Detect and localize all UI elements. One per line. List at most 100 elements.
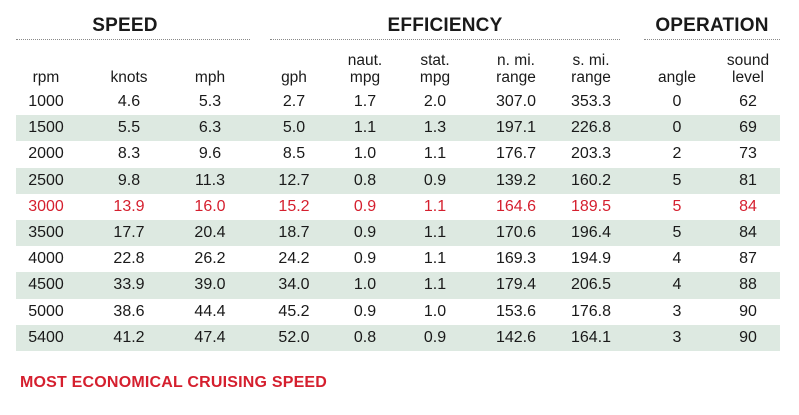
table-row-highlighted: 3000 13.9 16.0 15.2 0.9 1.1 164.6 189.5 5 84 [16,194,780,220]
cell-n-mi-range: 176.7 [495,145,537,163]
cell-stat-mpg: 0.9 [423,328,447,346]
cell-gph: 34.0 [278,276,310,294]
cell-knots: 8.3 [117,145,141,163]
cell-naut-mpg: 0.9 [353,250,377,268]
cell-knots: 13.9 [113,197,145,215]
table-row: 3500 17.7 20.4 18.7 0.9 1.1 170.6 196.4 5 84 [16,219,780,247]
cell-rpm: 5000 [28,302,64,320]
cell-gph: 45.2 [278,302,310,320]
cell-knots: 9.8 [117,171,141,189]
cell-knots: 22.8 [113,250,145,268]
column-header-line: knots [110,69,148,86]
cell-knots: 5.5 [117,119,141,137]
cell-angle: 5 [672,197,682,215]
column-header-line: gph [281,69,307,86]
cell-rpm: 2500 [28,171,64,189]
cell-naut-mpg: 1.0 [353,145,377,163]
footnote-economical-speed: MOST ECONOMICAL CRUISING SPEED [20,374,328,391]
cell-sound-level: 69 [739,119,757,137]
cell-sound-level: 73 [739,145,757,163]
cell-stat-mpg: 1.1 [423,276,447,294]
cell-s-mi-range: 189.5 [570,197,612,215]
cell-naut-mpg: 0.9 [353,197,377,215]
cell-gph: 5.0 [282,119,306,137]
cell-sound-level: 88 [739,276,757,294]
cell-rpm: 1000 [28,93,64,110]
cell-rpm: 4500 [28,276,64,294]
cell-stat-mpg: 2.0 [423,93,447,110]
cell-angle: 5 [672,171,682,189]
cell-s-mi-range: 176.8 [570,302,612,320]
column-header-naut-mpg: naut. mpg [336,46,394,86]
cell-knots: 38.6 [113,302,145,320]
column-header-knots: knots [96,46,162,86]
cell-naut-mpg: 0.8 [353,171,377,189]
cell-knots: 17.7 [113,223,145,241]
column-header-rpm: rpm [16,46,76,86]
cell-s-mi-range: 160.2 [570,171,612,189]
column-header-line: range [571,69,611,86]
cell-mph: 16.0 [194,197,226,215]
cell-s-mi-range: 196.4 [570,223,612,241]
cell-naut-mpg: 0.8 [353,328,377,346]
cell-n-mi-range: 139.2 [495,171,537,189]
cell-angle: 0 [672,119,682,137]
cell-stat-mpg: 1.0 [423,302,447,320]
table-row: 2000 8.3 9.6 8.5 1.0 1.1 176.7 203.3 2 73 [16,141,780,167]
cell-sound-level: 81 [739,171,757,189]
column-header-gph: gph [262,46,326,86]
cell-naut-mpg: 1.7 [353,93,377,110]
table-row: 1000 4.6 5.3 2.7 1.7 2.0 307.0 353.3 0 62 [16,89,780,115]
cell-mph: 9.6 [198,145,222,163]
cell-rpm: 2000 [28,145,64,163]
performance-table: 1000 4.6 5.3 2.7 1.7 2.0 307.0 353.3 0 62 1500 5.5 6… [16,89,780,351]
cell-sound-level: 62 [739,93,757,110]
cell-n-mi-range: 164.6 [495,197,537,215]
column-header-line: mph [194,69,226,86]
cell-mph: 5.3 [198,93,222,110]
cell-n-mi-range: 153.6 [495,302,537,320]
group-rule-speed [16,39,250,40]
column-header-n-mi-range: n. mi. range [482,46,550,86]
cell-sound-level: 90 [739,328,757,346]
cell-gph: 8.5 [282,145,306,163]
cell-naut-mpg: 1.1 [353,119,377,137]
cell-rpm: 3500 [28,223,64,241]
cell-n-mi-range: 170.6 [495,223,537,241]
table-row: 5000 38.6 44.4 45.2 0.9 1.0 153.6 176.8 3 90 [16,299,780,325]
cell-mph: 11.3 [195,171,225,189]
column-header-angle: angle [648,46,706,86]
cell-mph: 6.3 [198,119,222,137]
cell-knots: 4.6 [117,93,141,110]
column-header-line: stat. [420,52,450,69]
column-header-line: naut. [347,52,383,69]
cell-s-mi-range: 164.1 [570,328,612,346]
cell-angle: 3 [672,302,682,320]
cell-s-mi-range: 194.9 [570,250,612,268]
group-title-speed: SPEED [92,15,158,36]
cell-angle: 2 [672,145,682,163]
cell-n-mi-range: 142.6 [495,328,537,346]
cell-mph: 47.4 [194,328,226,346]
cell-n-mi-range: 169.3 [495,250,537,268]
cell-rpm: 5400 [28,328,64,346]
cell-knots: 41.2 [113,328,145,346]
column-header-line: mpg [419,69,451,86]
cell-mph: 26.2 [194,250,226,268]
cell-mph: 39.0 [194,276,226,294]
cell-s-mi-range: 353.3 [570,93,612,110]
cell-s-mi-range: 226.8 [570,119,612,137]
cell-angle: 4 [672,250,682,268]
column-header-line: range [496,69,536,86]
cell-naut-mpg: 0.9 [353,223,377,241]
cell-rpm: 4000 [28,250,64,268]
group-rule-operation [644,39,780,40]
cell-n-mi-range: 307.0 [495,93,537,110]
cell-sound-level: 87 [739,250,757,268]
cell-rpm: 3000 [28,197,64,215]
cell-stat-mpg: 1.1 [423,250,447,268]
column-header-line: s. mi. [572,52,610,69]
cell-mph: 44.4 [194,302,226,320]
cell-gph: 2.7 [282,93,306,110]
cell-naut-mpg: 1.0 [353,276,377,294]
